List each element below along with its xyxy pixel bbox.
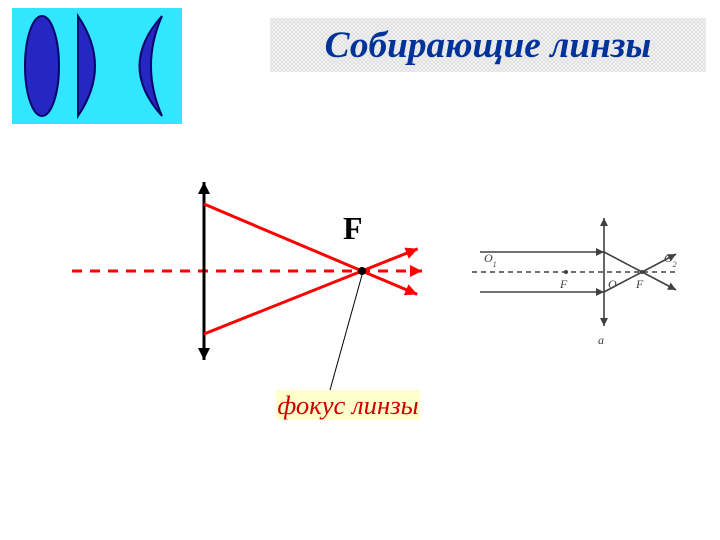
svg-text:O2: O2 (664, 251, 677, 269)
svg-text:O: O (608, 277, 617, 291)
focus-label: F (343, 210, 363, 247)
slide-title: Собирающие линзы (270, 18, 706, 72)
svg-text:F: F (559, 277, 568, 291)
svg-text:F: F (635, 277, 644, 291)
converging-lens-diagram (72, 170, 422, 380)
focus-caption: фокус линзы (276, 390, 420, 420)
svg-text:O1: O1 (484, 251, 497, 269)
svg-text:a: a (598, 333, 604, 347)
lens-shapes-icon (12, 8, 182, 124)
optics-slide: { "title": { "text": "Собирающие линзы",… (0, 0, 720, 540)
lens-schematic-diagram: O1 O2 O F Fa (466, 210, 682, 348)
